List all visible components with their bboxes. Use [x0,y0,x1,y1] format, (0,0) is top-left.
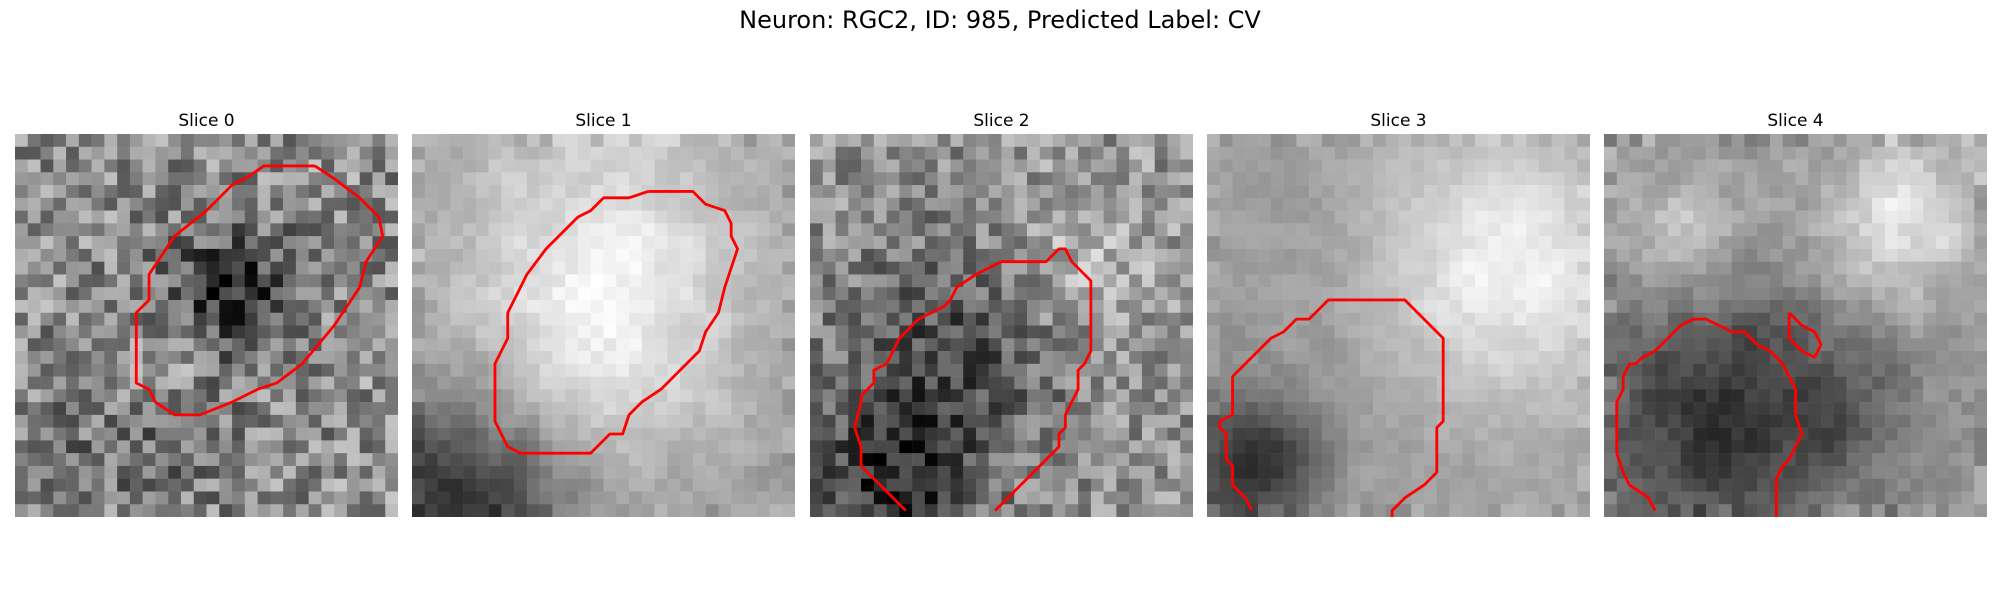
segmentation-contour-secondary [1787,311,1823,359]
slice-image-2 [810,134,1193,517]
slice-title-1: Slice 1 [575,111,632,131]
slice-title-2: Slice 2 [973,111,1030,131]
segmentation-contour [134,164,385,417]
slice-image-1 [412,134,795,517]
slice-image-4 [1604,134,1987,517]
slice-panel-0: Slice 0 [15,108,398,517]
slice-image-0 [15,134,398,517]
slice-title-3: Slice 3 [1370,111,1427,131]
slice-panel-2: Slice 2 [810,108,1193,517]
segmentation-contour [1615,317,1804,517]
slice-title-4: Slice 4 [1767,111,1824,131]
slice-panel-4: Slice 4 [1604,108,1987,517]
slice-image-3 [1207,134,1590,517]
segmentation-contour [853,247,1093,512]
slice-panel-3: Slice 3 [1207,108,1590,517]
figure-title: Neuron: RGC2, ID: 985, Predicted Label: … [739,6,1261,34]
slice-panel-1: Slice 1 [412,108,795,517]
slice-title-0: Slice 0 [178,111,235,131]
segmentation-contour [1218,298,1445,517]
segmentation-contour [493,190,739,455]
